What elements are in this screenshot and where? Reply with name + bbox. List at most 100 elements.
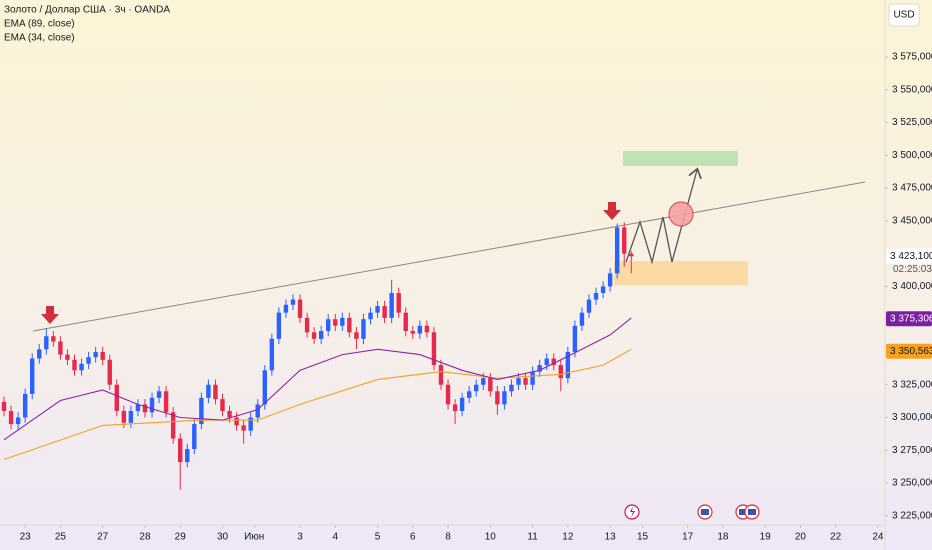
candle-body (248, 417, 253, 431)
candle-body (488, 378, 493, 392)
legend-entry: EMA (34, close) (4, 33, 75, 44)
price-label-box (886, 248, 932, 264)
candle-body (516, 378, 521, 385)
currency-button[interactable] (888, 3, 920, 27)
candle-body (375, 306, 380, 313)
candle-body (523, 378, 528, 385)
candle-body (459, 397, 465, 411)
candle-body (326, 319, 331, 331)
candle-body (241, 425, 246, 431)
candle-body (156, 391, 162, 398)
y-tick-label: 3 550,000 (892, 84, 932, 95)
candle-body (30, 358, 35, 394)
projection-arrow (625, 170, 697, 265)
candle-body (593, 292, 599, 300)
candle-body (22, 393, 28, 418)
x-tick-label: 27 (97, 532, 109, 543)
candle-body (551, 358, 556, 366)
candle-body (262, 370, 267, 405)
candle-body (579, 312, 585, 326)
y-tick-label: 3 575,000 (892, 52, 932, 63)
x-tick-label: 11 (527, 532, 538, 543)
y-tick-label: 3 525,000 (892, 117, 932, 128)
candle-body (44, 336, 49, 350)
y-tick-label: 3 250,000 (892, 478, 932, 489)
candle-body (185, 448, 190, 463)
candle-body (481, 378, 486, 385)
arrow-down (603, 202, 621, 220)
x-tick-label: 18 (717, 532, 729, 543)
candle-body (1, 401, 7, 411)
candle-body (340, 317, 345, 326)
candle-body (79, 363, 84, 371)
candle-body (361, 319, 366, 339)
x-tick-label: 4 (332, 532, 338, 543)
candle-body (333, 319, 338, 326)
candle-body (354, 332, 359, 339)
price-label-box (886, 311, 932, 327)
candle-body (72, 359, 77, 371)
x-tick-label: 17 (682, 532, 694, 543)
candle-body (509, 384, 514, 392)
candle-body (382, 306, 387, 318)
price-label-box (886, 343, 932, 359)
candle-body (445, 384, 451, 405)
x-tick-label: 8 (445, 532, 451, 543)
currency-label[interactable]: USD (893, 10, 914, 21)
x-tick-label: 15 (637, 532, 649, 543)
candle-body (417, 325, 423, 334)
chart-title: Золото / Доллар США · 3ч · OANDA (4, 5, 170, 16)
candle-body (107, 359, 112, 385)
candle-body (100, 351, 105, 360)
candle-body (304, 317, 310, 333)
trend-line (32, 181, 866, 332)
support-zone (614, 261, 748, 285)
candle-body (431, 332, 437, 366)
candle-body (297, 299, 303, 318)
candle-body (178, 438, 183, 463)
candle-body (142, 404, 148, 413)
candle-body (389, 292, 394, 318)
candle-body (318, 330, 324, 339)
x-tick-label: 28 (139, 532, 151, 543)
candle-body (283, 304, 289, 313)
price-label: 3 350,563 (890, 346, 932, 357)
x-tick-label: 23 (20, 532, 32, 543)
candle-body (37, 349, 42, 359)
price-label: 3 423,100 (890, 251, 932, 262)
candle-body (495, 391, 500, 405)
candle-body (269, 338, 275, 371)
candle-body (424, 325, 430, 333)
candle-body (58, 341, 63, 355)
candle-body (135, 404, 141, 411)
candle-body (403, 312, 408, 331)
ema-line (3, 317, 632, 441)
countdown: 02:25:03 (893, 264, 932, 275)
candle-body (128, 410, 134, 423)
candle-body (410, 330, 415, 334)
candle-body (93, 351, 98, 358)
ema-line (3, 348, 632, 461)
x-tick-label: 12 (562, 532, 574, 543)
candle-body (206, 384, 211, 398)
candle-body (474, 384, 479, 392)
arrow-down (41, 306, 59, 324)
candle-body (572, 325, 578, 352)
candle-body (8, 410, 14, 425)
candle-body (565, 351, 571, 379)
y-tick-label: 3 325,000 (892, 379, 932, 390)
y-tick-label: 3 450,000 (892, 216, 932, 227)
x-tick-label: 5 (375, 532, 381, 543)
target-zone (623, 151, 738, 166)
candle-body (227, 410, 232, 418)
x-tick-label: 3 (297, 532, 303, 543)
candle-body (537, 365, 542, 372)
candle-body (586, 299, 592, 313)
x-tick-label: 29 (175, 532, 187, 543)
candle-body (276, 312, 282, 339)
x-tick-label: Июн (244, 532, 264, 543)
y-tick-label: 3 475,000 (892, 183, 932, 194)
candle-body (452, 404, 458, 411)
